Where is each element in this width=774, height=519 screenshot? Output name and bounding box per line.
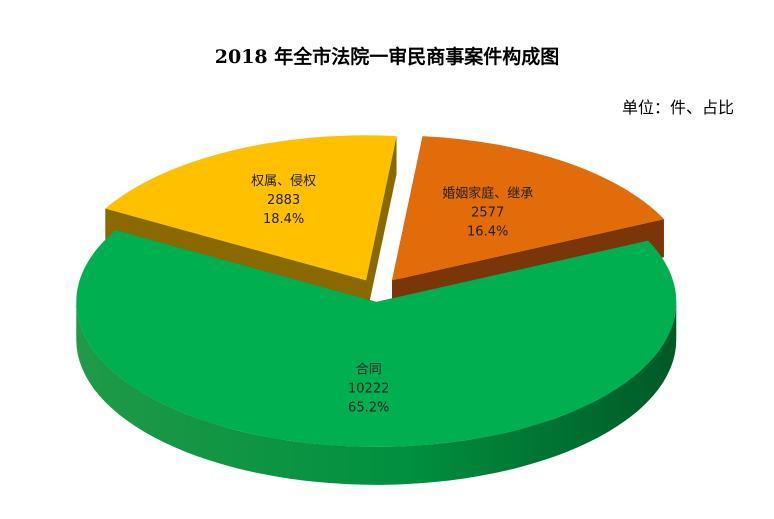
- pie-slice-1: [105, 135, 397, 281]
- slice-label-name-2: 婚姻家庭、继承: [442, 185, 533, 201]
- chart-title: 2018 年全市法院一审民商事案件构成图: [214, 46, 560, 68]
- slice-label-name-0: 合同: [356, 363, 382, 378]
- pie-slice-radial-face-1-1: [366, 136, 397, 319]
- pie-slice-2: [392, 136, 664, 281]
- unit-label: 单位：件、占比: [621, 98, 734, 117]
- pie-slice-0: [76, 230, 677, 447]
- slice-label-value-0: 10222: [348, 382, 389, 397]
- pie-slice-wall-0-0: [76, 301, 677, 485]
- slice-label-percent-2: 16.4%: [467, 224, 508, 239]
- slice-label-value-1: 2883: [267, 193, 300, 208]
- slice-label-percent-0: 65.2%: [348, 401, 389, 416]
- slice-label-name-1: 权属、侵权: [251, 173, 316, 189]
- slice-label-percent-1: 18.4%: [263, 212, 304, 227]
- slice-label-value-2: 2577: [471, 205, 504, 220]
